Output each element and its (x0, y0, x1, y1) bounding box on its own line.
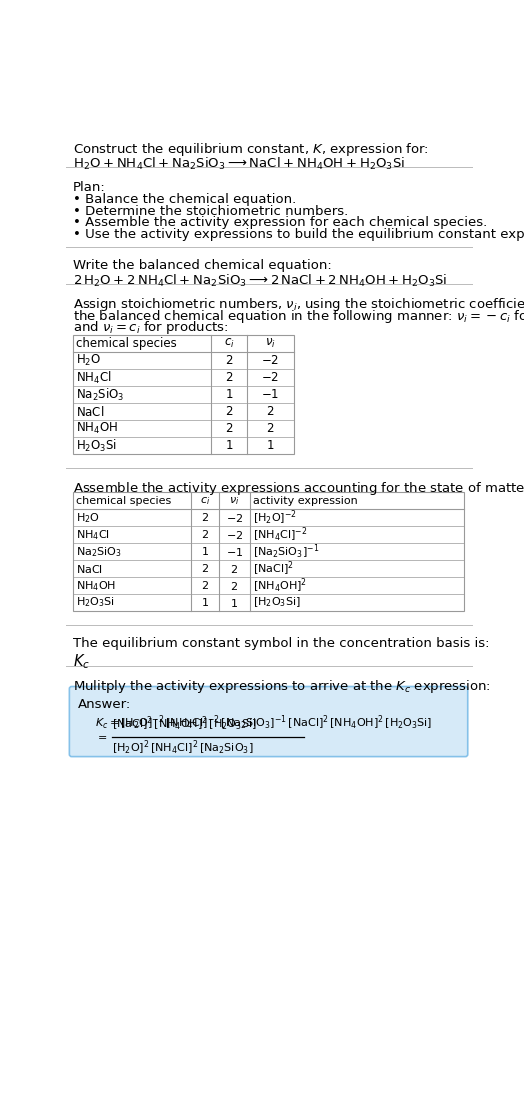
Text: the balanced chemical equation in the following manner: $\nu_i = -c_i$ for react: the balanced chemical equation in the fo… (73, 307, 524, 325)
Text: $\mathrm{NH_4Cl}$: $\mathrm{NH_4Cl}$ (77, 528, 110, 542)
Text: Mulitply the activity expressions to arrive at the $K_c$ expression:: Mulitply the activity expressions to arr… (73, 678, 491, 695)
Text: $c_i$: $c_i$ (200, 495, 210, 506)
Text: • Balance the chemical equation.: • Balance the chemical equation. (73, 193, 297, 206)
Text: $\mathrm{Na_2SiO_3}$: $\mathrm{Na_2SiO_3}$ (77, 386, 125, 403)
Text: $2$: $2$ (231, 563, 238, 575)
Text: $\mathrm{H_2O}$: $\mathrm{H_2O}$ (77, 511, 100, 525)
Text: 2: 2 (225, 371, 233, 384)
Text: Assign stoichiometric numbers, $\nu_i$, using the stoichiometric coefficients, $: Assign stoichiometric numbers, $\nu_i$, … (73, 296, 524, 313)
Text: 2: 2 (201, 564, 209, 574)
Text: $\mathrm{H_2O_3Si}$: $\mathrm{H_2O_3Si}$ (77, 437, 117, 454)
Text: $-2$: $-2$ (261, 371, 280, 384)
Text: $\mathrm{H_2O_3Si}$: $\mathrm{H_2O_3Si}$ (77, 596, 115, 610)
Text: $\mathrm{H_2O + NH_4Cl + Na_2SiO_3 \longrightarrow NaCl + NH_4OH + H_2O_3Si}$: $\mathrm{H_2O + NH_4Cl + Na_2SiO_3 \long… (73, 156, 406, 172)
Text: $\mathrm{NH_4Cl}$: $\mathrm{NH_4Cl}$ (77, 370, 112, 385)
Text: 1: 1 (202, 598, 209, 608)
Text: 2: 2 (225, 405, 233, 418)
Text: $[\mathrm{NH_4OH}]^{2}$: $[\mathrm{NH_4OH}]^{2}$ (253, 577, 307, 595)
Text: $=$: $=$ (95, 731, 107, 742)
Text: • Assemble the activity expression for each chemical species.: • Assemble the activity expression for e… (73, 216, 487, 229)
Text: The equilibrium constant symbol in the concentration basis is:: The equilibrium constant symbol in the c… (73, 637, 490, 651)
Text: $-2$: $-2$ (226, 528, 243, 541)
Text: $c_i$: $c_i$ (224, 337, 234, 350)
Text: $[\mathrm{NaCl}]^2\,[\mathrm{NH_4OH}]^2\,[\mathrm{H_2O_3Si}]$: $[\mathrm{NaCl}]^2\,[\mathrm{NH_4OH}]^2\… (112, 715, 257, 733)
Text: $\mathrm{2\,H_2O + 2\,NH_4Cl + Na_2SiO_3 \longrightarrow 2\,NaCl + 2\,NH_4OH + H: $\mathrm{2\,H_2O + 2\,NH_4Cl + Na_2SiO_3… (73, 273, 447, 290)
Text: Plan:: Plan: (73, 181, 106, 194)
Text: $\nu_i$: $\nu_i$ (230, 495, 239, 506)
Text: Assemble the activity expressions accounting for the state of matter and $\nu_i$: Assemble the activity expressions accoun… (73, 480, 524, 498)
Text: Answer:: Answer: (78, 698, 131, 711)
FancyBboxPatch shape (69, 687, 468, 756)
Text: $1$: $1$ (266, 439, 275, 453)
Text: 2: 2 (225, 355, 233, 368)
Text: $\mathrm{H_2O}$: $\mathrm{H_2O}$ (77, 353, 102, 369)
Text: $2$: $2$ (266, 422, 275, 435)
Text: $2$: $2$ (266, 405, 275, 418)
Text: $[\mathrm{H_2O_3Si}]$: $[\mathrm{H_2O_3Si}]$ (253, 596, 301, 610)
Text: and $\nu_i = c_i$ for products:: and $\nu_i = c_i$ for products: (73, 319, 229, 336)
Text: $K_c = [\mathrm{H_2O}]^{-2}\,[\mathrm{NH_4Cl}]^{-2}\,[\mathrm{Na_2SiO_3}]^{-1}\,: $K_c = [\mathrm{H_2O}]^{-2}\,[\mathrm{NH… (95, 713, 432, 732)
Text: 2: 2 (201, 513, 209, 523)
Bar (73, 492, 464, 611)
Text: $-2$: $-2$ (226, 512, 243, 524)
Text: chemical species: chemical species (77, 337, 177, 350)
Text: $\mathrm{Na_2SiO_3}$: $\mathrm{Na_2SiO_3}$ (77, 545, 122, 558)
Text: 1: 1 (225, 389, 233, 401)
Text: chemical species: chemical species (77, 495, 171, 506)
Text: 1: 1 (202, 547, 209, 557)
Text: $-1$: $-1$ (226, 546, 243, 558)
Text: activity expression: activity expression (253, 495, 358, 506)
Text: $\mathrm{NH_4OH}$: $\mathrm{NH_4OH}$ (77, 421, 118, 436)
Text: $K_c$: $K_c$ (73, 652, 90, 671)
Text: 2: 2 (201, 530, 209, 539)
Text: $\mathrm{NaCl}$: $\mathrm{NaCl}$ (77, 563, 103, 575)
Text: Write the balanced chemical equation:: Write the balanced chemical equation: (73, 259, 332, 272)
Text: $[\mathrm{H_2O}]^{-2}$: $[\mathrm{H_2O}]^{-2}$ (253, 509, 297, 527)
Text: 2: 2 (225, 422, 233, 435)
Text: $1$: $1$ (231, 597, 238, 609)
Text: $\mathrm{NH_4OH}$: $\mathrm{NH_4OH}$ (77, 579, 116, 592)
Text: $[\mathrm{NH_4Cl}]^{-2}$: $[\mathrm{NH_4Cl}]^{-2}$ (253, 525, 308, 544)
Text: $2$: $2$ (231, 579, 238, 591)
Text: 1: 1 (225, 439, 233, 453)
Text: $\nu_i$: $\nu_i$ (265, 337, 276, 350)
Text: $\mathrm{NaCl}$: $\mathrm{NaCl}$ (77, 405, 105, 418)
Text: $-1$: $-1$ (261, 389, 280, 401)
Text: $[\mathrm{H_2O}]^2\,[\mathrm{NH_4Cl}]^2\,[\mathrm{Na_2SiO_3}]$: $[\mathrm{H_2O}]^2\,[\mathrm{NH_4Cl}]^2\… (112, 739, 254, 757)
Text: • Determine the stoichiometric numbers.: • Determine the stoichiometric numbers. (73, 205, 348, 218)
Text: 2: 2 (201, 580, 209, 590)
Text: Construct the equilibrium constant, $K$, expression for:: Construct the equilibrium constant, $K$,… (73, 141, 429, 157)
Text: • Use the activity expressions to build the equilibrium constant expression.: • Use the activity expressions to build … (73, 228, 524, 241)
Text: $-2$: $-2$ (261, 355, 280, 368)
Text: $[\mathrm{Na_2SiO_3}]^{-1}$: $[\mathrm{Na_2SiO_3}]^{-1}$ (253, 543, 319, 562)
Text: $[\mathrm{NaCl}]^{2}$: $[\mathrm{NaCl}]^{2}$ (253, 559, 294, 578)
Bar (73, 336, 294, 454)
